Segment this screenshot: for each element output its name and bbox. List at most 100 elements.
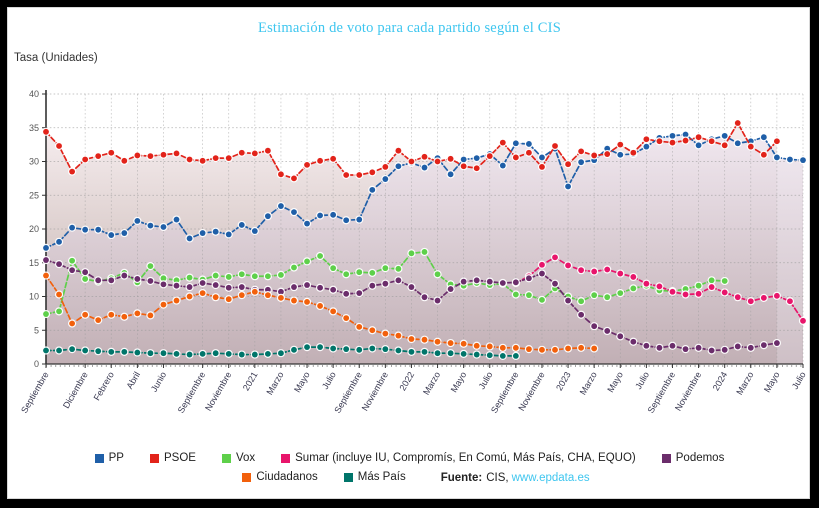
data-point[interactable]	[69, 168, 76, 175]
data-point[interactable]	[238, 284, 245, 290]
data-point[interactable]	[212, 350, 219, 357]
data-point[interactable]	[56, 308, 62, 315]
data-point[interactable]	[212, 294, 219, 301]
data-point[interactable]	[291, 284, 297, 290]
data-point[interactable]	[421, 164, 428, 171]
data-point[interactable]	[264, 350, 271, 357]
data-point[interactable]	[160, 151, 167, 158]
data-point[interactable]	[512, 344, 519, 351]
data-point[interactable]	[552, 280, 558, 287]
data-point[interactable]	[395, 332, 402, 339]
data-point[interactable]	[447, 350, 454, 357]
data-point[interactable]	[512, 353, 519, 359]
data-point[interactable]	[95, 317, 102, 324]
data-point[interactable]	[708, 347, 715, 354]
data-point[interactable]	[499, 162, 506, 169]
data-point[interactable]	[721, 346, 728, 353]
data-point[interactable]	[565, 183, 571, 190]
data-point[interactable]	[304, 299, 310, 305]
data-point[interactable]	[721, 289, 728, 296]
data-point[interactable]	[173, 350, 180, 357]
data-point[interactable]	[212, 282, 219, 288]
data-point[interactable]	[264, 147, 271, 154]
data-point[interactable]	[225, 231, 232, 238]
data-point[interactable]	[43, 245, 49, 251]
data-point[interactable]	[512, 140, 519, 147]
data-point[interactable]	[499, 280, 506, 286]
data-point[interactable]	[343, 271, 350, 278]
data-point[interactable]	[695, 344, 702, 351]
data-point[interactable]	[238, 292, 245, 299]
data-point[interactable]	[760, 294, 767, 301]
legend-item-vox[interactable]: Vox	[221, 452, 255, 465]
data-point[interactable]	[330, 286, 337, 293]
data-point[interactable]	[43, 128, 49, 135]
data-point[interactable]	[69, 346, 76, 353]
data-point[interactable]	[343, 172, 350, 178]
data-point[interactable]	[447, 286, 454, 292]
data-point[interactable]	[578, 148, 585, 155]
data-point[interactable]	[604, 145, 611, 152]
data-point[interactable]	[225, 274, 232, 280]
data-point[interactable]	[578, 159, 585, 166]
data-point[interactable]	[330, 308, 337, 315]
data-point[interactable]	[682, 346, 689, 353]
data-point[interactable]	[395, 277, 402, 284]
data-point[interactable]	[695, 282, 702, 289]
data-point[interactable]	[760, 151, 767, 158]
data-point[interactable]	[395, 163, 402, 170]
data-point[interactable]	[539, 270, 545, 277]
data-point[interactable]	[343, 346, 350, 353]
data-point[interactable]	[447, 171, 454, 178]
data-point[interactable]	[800, 317, 806, 324]
data-point[interactable]	[539, 154, 545, 161]
data-point[interactable]	[356, 172, 363, 178]
data-point[interactable]	[473, 277, 480, 284]
data-point[interactable]	[251, 288, 258, 295]
data-point[interactable]	[617, 151, 624, 158]
data-point[interactable]	[382, 330, 389, 337]
data-point[interactable]	[395, 147, 402, 154]
data-point[interactable]	[591, 323, 598, 330]
data-point[interactable]	[565, 297, 571, 304]
data-point[interactable]	[186, 351, 193, 358]
data-point[interactable]	[539, 296, 545, 303]
data-point[interactable]	[278, 171, 284, 178]
data-point[interactable]	[630, 285, 637, 292]
data-point[interactable]	[147, 263, 154, 270]
data-point[interactable]	[486, 153, 493, 160]
data-point[interactable]	[264, 292, 271, 299]
data-point[interactable]	[160, 281, 167, 288]
data-point[interactable]	[369, 327, 376, 334]
data-point[interactable]	[408, 250, 415, 257]
data-point[interactable]	[539, 261, 545, 268]
data-point[interactable]	[82, 276, 89, 282]
data-point[interactable]	[82, 269, 89, 276]
data-point[interactable]	[512, 291, 519, 298]
data-point[interactable]	[186, 156, 193, 163]
data-point[interactable]	[186, 284, 193, 290]
data-point[interactable]	[447, 155, 454, 162]
data-point[interactable]	[421, 336, 428, 343]
data-point[interactable]	[565, 262, 571, 269]
data-point[interactable]	[251, 228, 258, 234]
data-point[interactable]	[578, 298, 585, 305]
data-point[interactable]	[760, 342, 767, 348]
data-point[interactable]	[460, 278, 467, 285]
data-point[interactable]	[278, 272, 284, 278]
data-point[interactable]	[56, 347, 62, 354]
data-point[interactable]	[43, 347, 49, 354]
data-point[interactable]	[434, 271, 441, 278]
data-point[interactable]	[695, 142, 702, 149]
data-point[interactable]	[473, 165, 480, 172]
data-point[interactable]	[695, 134, 702, 141]
data-point[interactable]	[264, 213, 271, 220]
data-point[interactable]	[212, 272, 219, 279]
data-point[interactable]	[460, 163, 467, 170]
data-point[interactable]	[356, 269, 363, 276]
data-point[interactable]	[56, 238, 62, 245]
data-point[interactable]	[578, 344, 585, 351]
data-point[interactable]	[773, 340, 780, 346]
data-point[interactable]	[434, 350, 441, 357]
data-point[interactable]	[800, 157, 806, 164]
